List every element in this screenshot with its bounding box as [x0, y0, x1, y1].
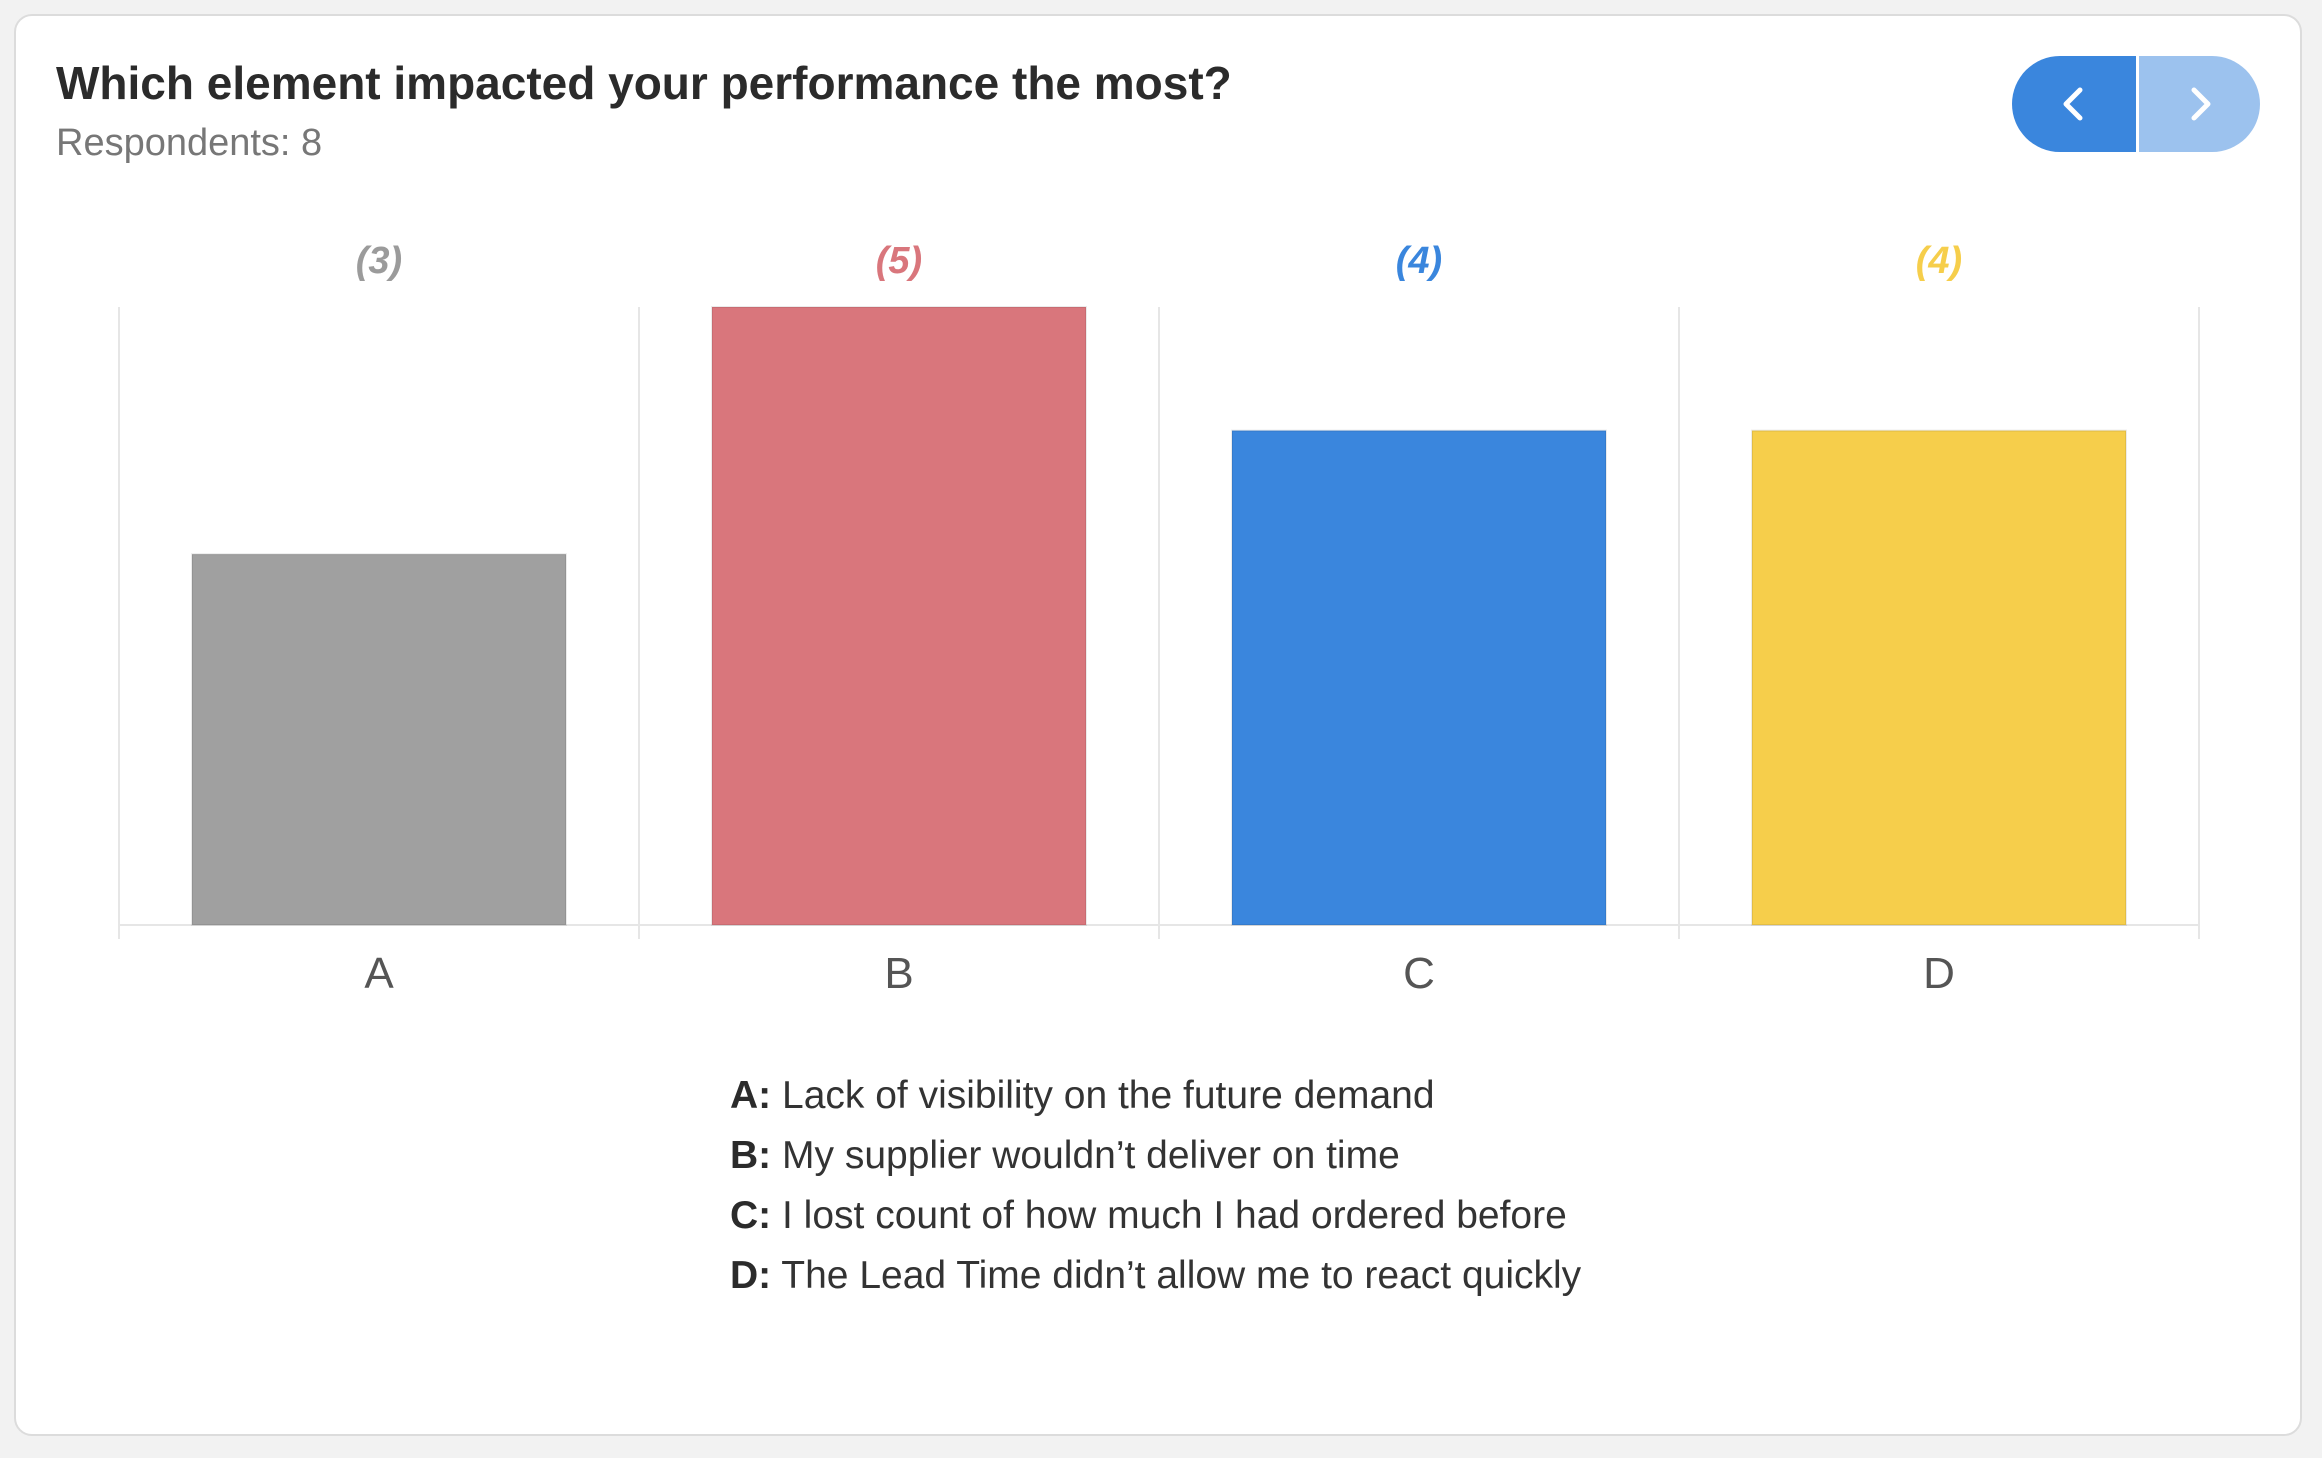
bar-chart: (3) A (5) B (4) C (4) D — [118, 240, 2200, 998]
bar-d — [1751, 429, 2127, 926]
next-button[interactable] — [2136, 56, 2260, 152]
legend-key: D: — [730, 1254, 772, 1297]
legend-key: B: — [730, 1134, 772, 1177]
page-title: Which element impacted your performance … — [56, 57, 1232, 109]
chart-legend: A: Lack of visibility on the future dema… — [730, 1066, 1581, 1306]
legend-item-c: C: I lost count of how much I had ordere… — [730, 1186, 1581, 1246]
bar-b — [711, 306, 1087, 926]
data-label: (4) — [1916, 240, 1962, 282]
chevron-right-icon — [2191, 87, 2210, 121]
legend-key: C: — [730, 1194, 772, 1237]
legend-item-a: A: Lack of visibility on the future dema… — [730, 1066, 1581, 1126]
data-label: (4) — [1396, 240, 1442, 282]
x-tick-label: D — [1923, 949, 1955, 998]
previous-button[interactable] — [2012, 56, 2136, 152]
legend-text: I lost count of how much I had ordered b… — [782, 1194, 1567, 1237]
data-label: (3) — [356, 240, 402, 282]
respondents-count: Respondents: 8 — [56, 122, 323, 164]
legend-text: My supplier wouldn’t deliver on time — [782, 1134, 1400, 1177]
x-tick-label: C — [1403, 949, 1435, 998]
legend-text: Lack of visibility on the future demand — [782, 1074, 1435, 1117]
chart-card: Which element impacted your performance … — [14, 14, 2302, 1436]
legend-item-b: B: My supplier wouldn’t deliver on time — [730, 1126, 1581, 1186]
legend-item-d: D: The Lead Time didn’t allow me to reac… — [730, 1246, 1581, 1306]
legend-text: The Lead Time didn’t allow me to react q… — [781, 1254, 1582, 1297]
x-tick-label: B — [884, 949, 913, 998]
chevron-left-icon — [2063, 87, 2083, 121]
pagination-controls — [2012, 56, 2260, 152]
data-label: (5) — [876, 240, 922, 282]
x-tick-label: A — [364, 949, 394, 998]
bar-c — [1231, 429, 1607, 926]
bar-a — [191, 553, 567, 926]
legend-key: A: — [730, 1074, 772, 1117]
